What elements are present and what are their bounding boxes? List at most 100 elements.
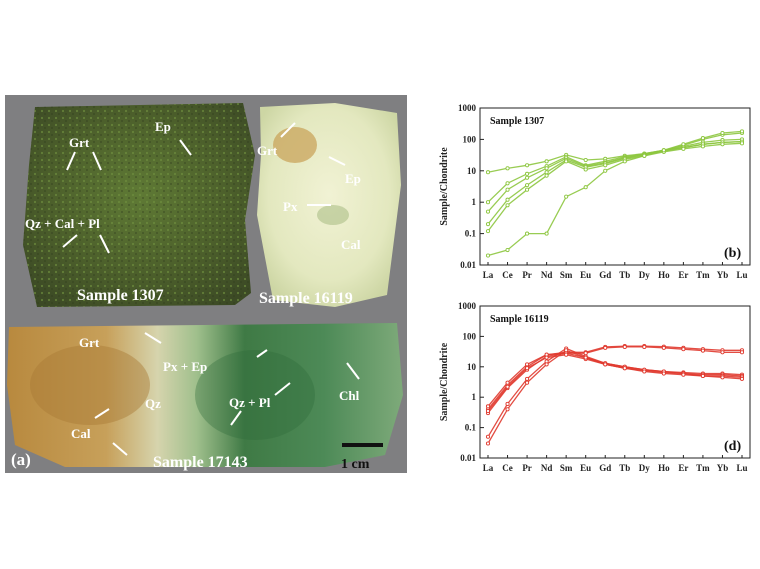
- data-point: [505, 384, 510, 389]
- y-tick-label: 0.1: [465, 229, 477, 239]
- x-tick-label: Eu: [580, 463, 591, 473]
- data-point: [681, 142, 686, 147]
- label-px-ep: Px + Ep: [163, 359, 207, 374]
- x-tick-label: Dy: [639, 463, 650, 473]
- data-point: [642, 153, 647, 158]
- data-point: [505, 401, 510, 406]
- data-point: [544, 355, 549, 360]
- data-point: [525, 163, 530, 168]
- x-tick-label: Yb: [717, 463, 729, 473]
- series-line: [487, 142, 743, 232]
- data-point: [505, 197, 510, 202]
- y-tick-label: 0.01: [460, 453, 476, 463]
- data-point: [603, 163, 608, 168]
- x-tick-label: Lu: [736, 463, 747, 473]
- data-point: [485, 434, 491, 439]
- data-point: [700, 348, 705, 353]
- data-point: [505, 187, 510, 192]
- x-tick-label: Nd: [541, 463, 553, 473]
- y-tick-label: 1: [472, 197, 477, 207]
- data-point: [603, 168, 608, 173]
- ree-chart-16119: 1000 100 10 1 0.1 0.01 La Ce Pr Nd Sm Eu Gd Tb Dy Ho Er T…: [439, 301, 751, 473]
- data-point: [505, 380, 510, 385]
- x-tick-label: Dy: [639, 270, 650, 280]
- data-point: [583, 167, 588, 172]
- data-point: [739, 141, 745, 146]
- data-point: [739, 129, 745, 134]
- data-point: [700, 136, 705, 141]
- data-point: [642, 369, 647, 374]
- data-point: [564, 348, 569, 353]
- data-point: [564, 352, 569, 357]
- label-qz-cal-pl: Qz + Cal + Pl: [25, 216, 100, 231]
- data-point: [485, 222, 491, 227]
- data-point: [720, 142, 725, 147]
- data-point: [505, 203, 510, 208]
- x-tick-label: Nd: [541, 270, 553, 280]
- data-point: [739, 350, 745, 355]
- data-point: [622, 159, 627, 164]
- label-cal-17143: Cal: [71, 426, 91, 441]
- y-tick-label: 100: [463, 331, 477, 341]
- label-cal-16119: Cal: [341, 237, 361, 252]
- data-point: [681, 146, 686, 151]
- y-tick-label: 0.1: [465, 423, 477, 433]
- x-tick-label: Er: [678, 463, 688, 473]
- data-point: [583, 351, 588, 356]
- x-tick-label: Tb: [619, 463, 630, 473]
- data-point: [485, 170, 491, 175]
- y-tick-label: 0.01: [460, 260, 476, 270]
- sample-17143-label: Sample 17143: [153, 454, 248, 471]
- x-tick-label: Pr: [522, 270, 532, 280]
- data-point: [642, 344, 647, 349]
- data-point: [544, 159, 549, 164]
- label-chl: Chl: [339, 388, 360, 403]
- data-point: [525, 175, 530, 180]
- data-point: [622, 366, 627, 371]
- data-point: [603, 362, 608, 367]
- chart-title: Sample 16119: [490, 314, 549, 325]
- ree-chart-1307: 1000 100 10 1 0.1 0.01 La Ce Pr Nd Sm Eu Gd Tb Dy Ho Er T…: [439, 103, 751, 280]
- data-point: [661, 371, 666, 376]
- data-point: [544, 173, 549, 178]
- y-tick-label: 100: [463, 134, 477, 144]
- data-point: [720, 130, 725, 136]
- data-point: [603, 345, 608, 350]
- series-line: [487, 349, 743, 444]
- data-point: [622, 344, 627, 349]
- x-tick-label: Ce: [502, 463, 513, 473]
- x-tick-label: Er: [678, 270, 688, 280]
- panel-label: (d): [724, 439, 741, 454]
- x-tick-label: Sm: [560, 270, 573, 280]
- data-point: [700, 373, 705, 379]
- data-point: [661, 345, 666, 350]
- data-point: [485, 229, 491, 234]
- data-point: [544, 231, 549, 236]
- series-line: [487, 140, 743, 225]
- x-tick-label: La: [483, 463, 494, 473]
- y-tick-label: 10: [467, 362, 477, 372]
- data-point: [525, 366, 530, 371]
- data-point: [525, 380, 530, 385]
- series-line: [487, 346, 742, 414]
- y-axis-title: Sample/Chondrite: [439, 342, 450, 421]
- label-px-16119: Px: [283, 199, 298, 214]
- data-point: [720, 375, 725, 380]
- data-point: [739, 376, 745, 381]
- data-point: [505, 247, 510, 253]
- plot-frame: [479, 107, 751, 266]
- y-tick-label: 1000: [458, 301, 477, 311]
- x-tick-label: Ho: [658, 270, 670, 280]
- mineral-arrows: [62, 122, 360, 456]
- y-tick-label: 1: [472, 392, 477, 402]
- data-point: [505, 407, 510, 412]
- sample-16119-label: Sample 16119: [259, 290, 353, 307]
- series-line: [487, 345, 742, 410]
- data-point: [681, 372, 686, 377]
- data-point: [544, 166, 549, 171]
- scale-label: 1 cm: [341, 457, 370, 472]
- x-tick-label: Gd: [599, 463, 611, 473]
- label-qz: Qz: [145, 396, 161, 411]
- data-point: [544, 170, 549, 175]
- x-tick-label: Yb: [717, 270, 729, 280]
